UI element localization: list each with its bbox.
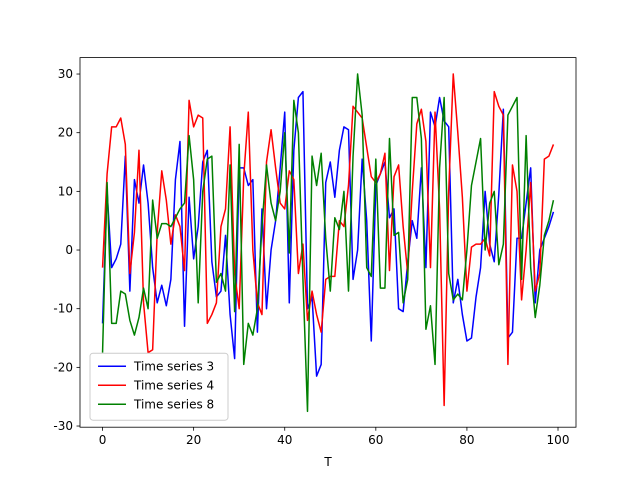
legend-label: Time series 3 [133,360,214,374]
y-tick-label: 20 [58,126,73,140]
legend-label: Time series 8 [133,398,214,412]
legend: Time series 3 Time series 4 Time series 8 [89,352,229,421]
x-axis-label: T [323,455,332,469]
y-tick-label: -30 [53,419,73,433]
line-series [101,73,555,407]
y-tick-label: 0 [65,243,73,257]
y-tick-label: 30 [58,67,73,81]
x-tick-label: 100 [547,433,570,447]
x-tick-label: 60 [368,433,383,447]
line-series [101,73,555,413]
y-tick-label: 10 [58,184,73,198]
x-tick-label: 0 [99,433,107,447]
line-series [101,90,555,377]
x-tick-label: 20 [186,433,201,447]
legend-label: Time series 4 [133,379,214,393]
y-tick-label: -20 [53,360,73,374]
x-tick-label: 80 [459,433,474,447]
y-tick-label: -10 [53,302,73,316]
x-tick-label: 40 [277,433,292,447]
plot-frame [79,57,577,428]
